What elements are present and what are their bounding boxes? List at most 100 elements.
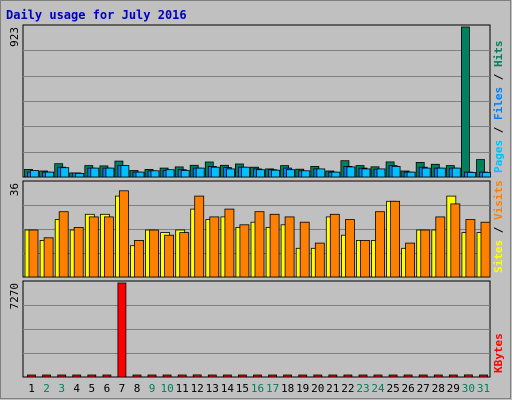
bar-kbytes-day-14 bbox=[222, 374, 232, 378]
x-tick-label-day-22: 22 bbox=[341, 382, 354, 395]
bar-visits-day-9 bbox=[149, 229, 159, 278]
bar-visits-day-14 bbox=[224, 208, 235, 278]
x-tick-label-day-21: 21 bbox=[326, 382, 339, 395]
legend-hits-files-pages: Pages / Files / Hits bbox=[492, 41, 505, 174]
bar-visits-day-31 bbox=[480, 221, 491, 278]
bar-visits-day-28 bbox=[435, 216, 446, 278]
bar-pages-day-21 bbox=[331, 171, 341, 178]
bar-kbytes-day-20 bbox=[313, 374, 323, 378]
bar-pages-day-31 bbox=[482, 171, 491, 178]
legend-separator: / bbox=[492, 120, 505, 140]
x-tick-label-day-30: 30 bbox=[462, 382, 475, 395]
x-tick-label-day-23: 23 bbox=[356, 382, 369, 395]
x-tick-label-day-5: 5 bbox=[88, 382, 95, 395]
bar-visits-day-4 bbox=[73, 226, 84, 278]
x-tick-label-day-13: 13 bbox=[206, 382, 219, 395]
bar-kbytes-day-21 bbox=[328, 374, 338, 378]
bar-visits-day-24 bbox=[375, 211, 385, 278]
bar-kbytes-day-1 bbox=[27, 374, 36, 378]
panel-kbytes: 7270 KBytes bbox=[8, 280, 505, 378]
bar-visits-day-6 bbox=[104, 216, 114, 278]
x-tick-label-day-27: 27 bbox=[417, 382, 430, 395]
bar-kbytes-day-23 bbox=[358, 374, 368, 378]
legend-item-hits: Hits bbox=[492, 41, 505, 68]
bar-kbytes-day-7 bbox=[117, 282, 127, 378]
bar-pages-day-19 bbox=[301, 170, 311, 178]
bar-pages-day-8 bbox=[135, 171, 145, 178]
bar-pages-day-28 bbox=[436, 167, 446, 178]
bar-kbytes-day-9 bbox=[147, 374, 157, 378]
x-tick-label-day-9: 9 bbox=[149, 382, 156, 395]
bar-visits-day-16 bbox=[254, 211, 265, 278]
x-tick-label-day-28: 28 bbox=[432, 382, 445, 395]
bar-visits-day-25 bbox=[390, 200, 401, 278]
x-tick-label-day-20: 20 bbox=[311, 382, 324, 395]
bar-kbytes-day-13 bbox=[207, 374, 217, 378]
bar-kbytes-day-19 bbox=[298, 374, 308, 378]
bar-kbytes-day-27 bbox=[418, 374, 428, 378]
bar-visits-day-5 bbox=[88, 216, 99, 278]
bar-kbytes-day-8 bbox=[132, 374, 142, 378]
x-tick-label-day-3: 3 bbox=[58, 382, 65, 395]
bar-pages-day-25 bbox=[391, 165, 401, 178]
bar-visits-day-11 bbox=[179, 232, 190, 278]
bar-pages-day-4 bbox=[75, 172, 85, 178]
bar-visits-day-30 bbox=[465, 219, 476, 278]
bar-visits-day-20 bbox=[314, 242, 325, 278]
x-tick-label-day-15: 15 bbox=[236, 382, 249, 395]
bar-visits-day-12 bbox=[194, 195, 205, 278]
bar-hits-day-30 bbox=[460, 26, 470, 178]
bar-pages-day-1 bbox=[30, 170, 39, 178]
panel-hits-files-pages: 923 Pages / Files / Hits bbox=[8, 24, 505, 178]
bar-pages-day-14 bbox=[225, 168, 235, 178]
chart-title: Daily usage for July 2016 bbox=[6, 8, 187, 22]
legend-separator: / bbox=[492, 67, 505, 87]
bar-pages-day-12 bbox=[195, 167, 205, 178]
bar-visits-day-27 bbox=[420, 229, 431, 278]
legend-visits-sites: Sites / Visits bbox=[492, 180, 505, 273]
bar-pages-day-18 bbox=[286, 169, 296, 178]
bar-pages-day-24 bbox=[376, 168, 386, 178]
bar-kbytes-day-30 bbox=[463, 374, 473, 378]
bar-kbytes-day-17 bbox=[268, 374, 278, 378]
bar-visits-day-18 bbox=[284, 216, 295, 278]
x-tick-label-day-4: 4 bbox=[73, 382, 80, 395]
bar-kbytes-day-3 bbox=[57, 374, 67, 378]
panel-visits-sites: 36 Sites / Visits bbox=[8, 180, 505, 278]
y-max-label-visits-sites: 36 bbox=[8, 183, 21, 196]
bar-kbytes-day-16 bbox=[253, 374, 262, 378]
bar-kbytes-day-12 bbox=[192, 374, 202, 378]
bar-visits-day-8 bbox=[134, 239, 144, 278]
bar-pages-day-15 bbox=[240, 166, 250, 178]
x-tick-label-day-12: 12 bbox=[191, 382, 204, 395]
bar-kbytes-day-5 bbox=[87, 374, 97, 378]
bar-pages-day-29 bbox=[451, 167, 461, 178]
bar-kbytes-day-18 bbox=[283, 374, 293, 378]
bar-kbytes-day-28 bbox=[433, 374, 443, 378]
x-tick-label-day-16: 16 bbox=[251, 382, 264, 395]
x-tick-label-day-25: 25 bbox=[386, 382, 399, 395]
bar-pages-day-27 bbox=[421, 167, 431, 178]
bar-kbytes-day-6 bbox=[102, 374, 112, 378]
x-tick-label-day-7: 7 bbox=[119, 382, 126, 395]
legend-item-files: Files bbox=[492, 87, 505, 120]
bar-kbytes-day-2 bbox=[42, 374, 51, 378]
bar-pages-day-3 bbox=[60, 167, 70, 178]
legend-item-visits: Visits bbox=[492, 180, 505, 220]
bar-pages-day-7 bbox=[120, 165, 130, 178]
bar-visits-day-2 bbox=[43, 237, 54, 278]
x-tick-label-day-14: 14 bbox=[221, 382, 235, 395]
bar-visits-day-19 bbox=[299, 221, 310, 278]
bar-kbytes-day-22 bbox=[343, 374, 353, 378]
x-tick-label-day-10: 10 bbox=[160, 382, 173, 395]
bar-kbytes-day-15 bbox=[237, 374, 247, 378]
bar-kbytes-day-24 bbox=[373, 374, 383, 378]
bar-pages-day-9 bbox=[150, 170, 160, 178]
legend-item-sites: Sites bbox=[492, 240, 505, 273]
x-tick-label-day-26: 26 bbox=[401, 382, 414, 395]
y-max-label-hits-files-pages: 923 bbox=[8, 27, 21, 47]
bar-kbytes-day-31 bbox=[479, 374, 488, 378]
x-tick-label-day-31: 31 bbox=[477, 382, 490, 395]
bar-visits-day-7 bbox=[119, 190, 129, 278]
